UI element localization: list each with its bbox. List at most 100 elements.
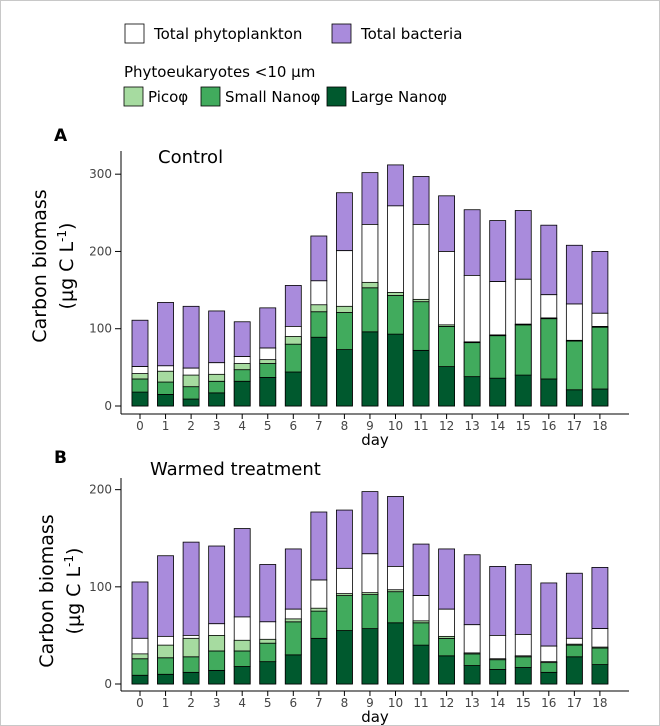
bar-pico <box>387 292 404 296</box>
bar-pico <box>540 317 558 320</box>
x-tick-label: 11 <box>413 419 428 433</box>
bar-pico <box>182 374 200 388</box>
bar-large-nano <box>259 377 277 407</box>
y-axis-label-line1: Carbon biomass <box>29 189 51 342</box>
bar-small-nano <box>233 650 251 667</box>
bar-small-nano <box>157 381 174 395</box>
bar-total-bacteria <box>387 164 404 207</box>
legend-group-title: Phytoeukaryotes <10 µm <box>124 63 315 81</box>
bar-pico <box>438 635 456 639</box>
bar-large-nano <box>387 622 404 685</box>
bar-small-nano <box>310 610 328 639</box>
x-tick-label: 18 <box>592 696 607 710</box>
x-tick-label: 12 <box>439 419 454 433</box>
y-tick-label: 300 <box>89 167 112 181</box>
bar-pico <box>463 652 481 655</box>
bar-pico <box>233 639 251 652</box>
x-tick-label: 6 <box>289 419 297 433</box>
bar-total-bacteria <box>412 543 430 596</box>
bar-total-bacteria <box>565 572 583 639</box>
bar-small-nano <box>284 621 302 656</box>
bar-small-nano <box>412 301 430 351</box>
x-tick-label: 0 <box>136 419 144 433</box>
bar-pico <box>284 618 302 623</box>
bar-large-nano <box>233 380 251 407</box>
bar-total-bacteria <box>591 566 609 630</box>
bar-small-nano <box>361 594 379 630</box>
bar-pico <box>463 341 481 344</box>
bar-large-nano <box>131 391 149 407</box>
bar-total-bacteria <box>540 224 558 296</box>
bar-large-nano <box>284 654 302 685</box>
bar-total-bacteria <box>310 511 328 581</box>
bar-pico <box>208 373 226 382</box>
bar-pico <box>131 373 149 380</box>
x-tick-label: 7 <box>315 419 323 433</box>
bar-pico <box>489 658 507 661</box>
x-tick-label: 3 <box>213 696 221 710</box>
bar-small-nano <box>335 312 353 350</box>
bars <box>131 164 609 407</box>
x-tick-label: 3 <box>213 419 221 433</box>
bar-large-nano <box>259 661 277 685</box>
bar-pico <box>335 305 353 313</box>
x-tick-label: 17 <box>567 419 582 433</box>
x-tick-label: 10 <box>388 696 403 710</box>
bar-small-nano <box>565 340 583 391</box>
bar-total-bacteria <box>438 195 456 252</box>
bar-total-bacteria <box>131 581 149 639</box>
bars <box>131 491 609 685</box>
bar-large-nano <box>591 388 609 407</box>
bar-total-bacteria <box>438 548 456 610</box>
bar-large-nano <box>438 655 456 685</box>
legend-label-large-nano: Large Nanoφ <box>351 88 447 106</box>
bar-total-bacteria <box>157 302 174 367</box>
x-tick-label: 16 <box>541 696 556 710</box>
bar-small-nano <box>438 637 456 657</box>
bar-total-bacteria <box>591 251 609 314</box>
bar-total-bacteria <box>131 319 149 367</box>
bar-total-bacteria <box>514 210 532 280</box>
bar-total-bacteria <box>489 566 507 636</box>
bar-small-nano <box>387 591 404 624</box>
x-tick-label: 0 <box>136 696 144 710</box>
legend-label-pico: Picoφ <box>148 88 188 106</box>
bar-small-nano <box>284 343 302 373</box>
bar-pico <box>182 637 200 658</box>
bar-total-bacteria <box>259 564 277 623</box>
bar-total-bacteria <box>208 545 226 625</box>
bar-total-bacteria <box>233 528 251 618</box>
bar-large-nano <box>182 398 200 407</box>
y-tick-label: 0 <box>104 399 112 413</box>
y-ticks: 0 100 200 300 <box>89 167 121 413</box>
legend-label-small-nano: Small Nanoφ <box>225 88 321 106</box>
legend-swatch-pico <box>123 86 144 107</box>
bar-large-nano <box>157 673 174 685</box>
x-axis-label: day <box>361 708 389 725</box>
x-tick-label: 14 <box>490 696 505 710</box>
bar-small-nano <box>208 380 226 394</box>
bar-total-bacteria <box>157 555 174 637</box>
bar-large-nano <box>208 392 226 407</box>
legend-swatch-total-bacteria <box>331 23 352 44</box>
x-tick-label: 4 <box>238 419 246 433</box>
bar-pico <box>208 635 226 652</box>
bar-large-nano <box>182 671 200 685</box>
y-axis-label-line1: Carbon biomass <box>36 514 58 667</box>
y-axis-label-line2: (µg C L-1) <box>62 548 85 635</box>
bar-pico <box>565 643 583 646</box>
legend-swatch-small-nano <box>200 86 221 107</box>
bar-total-bacteria <box>182 305 200 369</box>
panel-label: A <box>54 126 68 146</box>
bar-total-bacteria <box>463 554 481 626</box>
bar-pico <box>284 336 302 345</box>
bar-small-nano <box>565 644 583 658</box>
x-tick-label: 6 <box>289 696 297 710</box>
x-tick-label: 13 <box>465 419 480 433</box>
bar-small-nano <box>438 326 456 367</box>
legend-label-total-phytoplankton: Total phytoplankton <box>153 25 302 43</box>
bar-large-nano <box>565 389 583 407</box>
x-tick-label: 5 <box>264 696 272 710</box>
bar-large-nano <box>208 669 226 685</box>
